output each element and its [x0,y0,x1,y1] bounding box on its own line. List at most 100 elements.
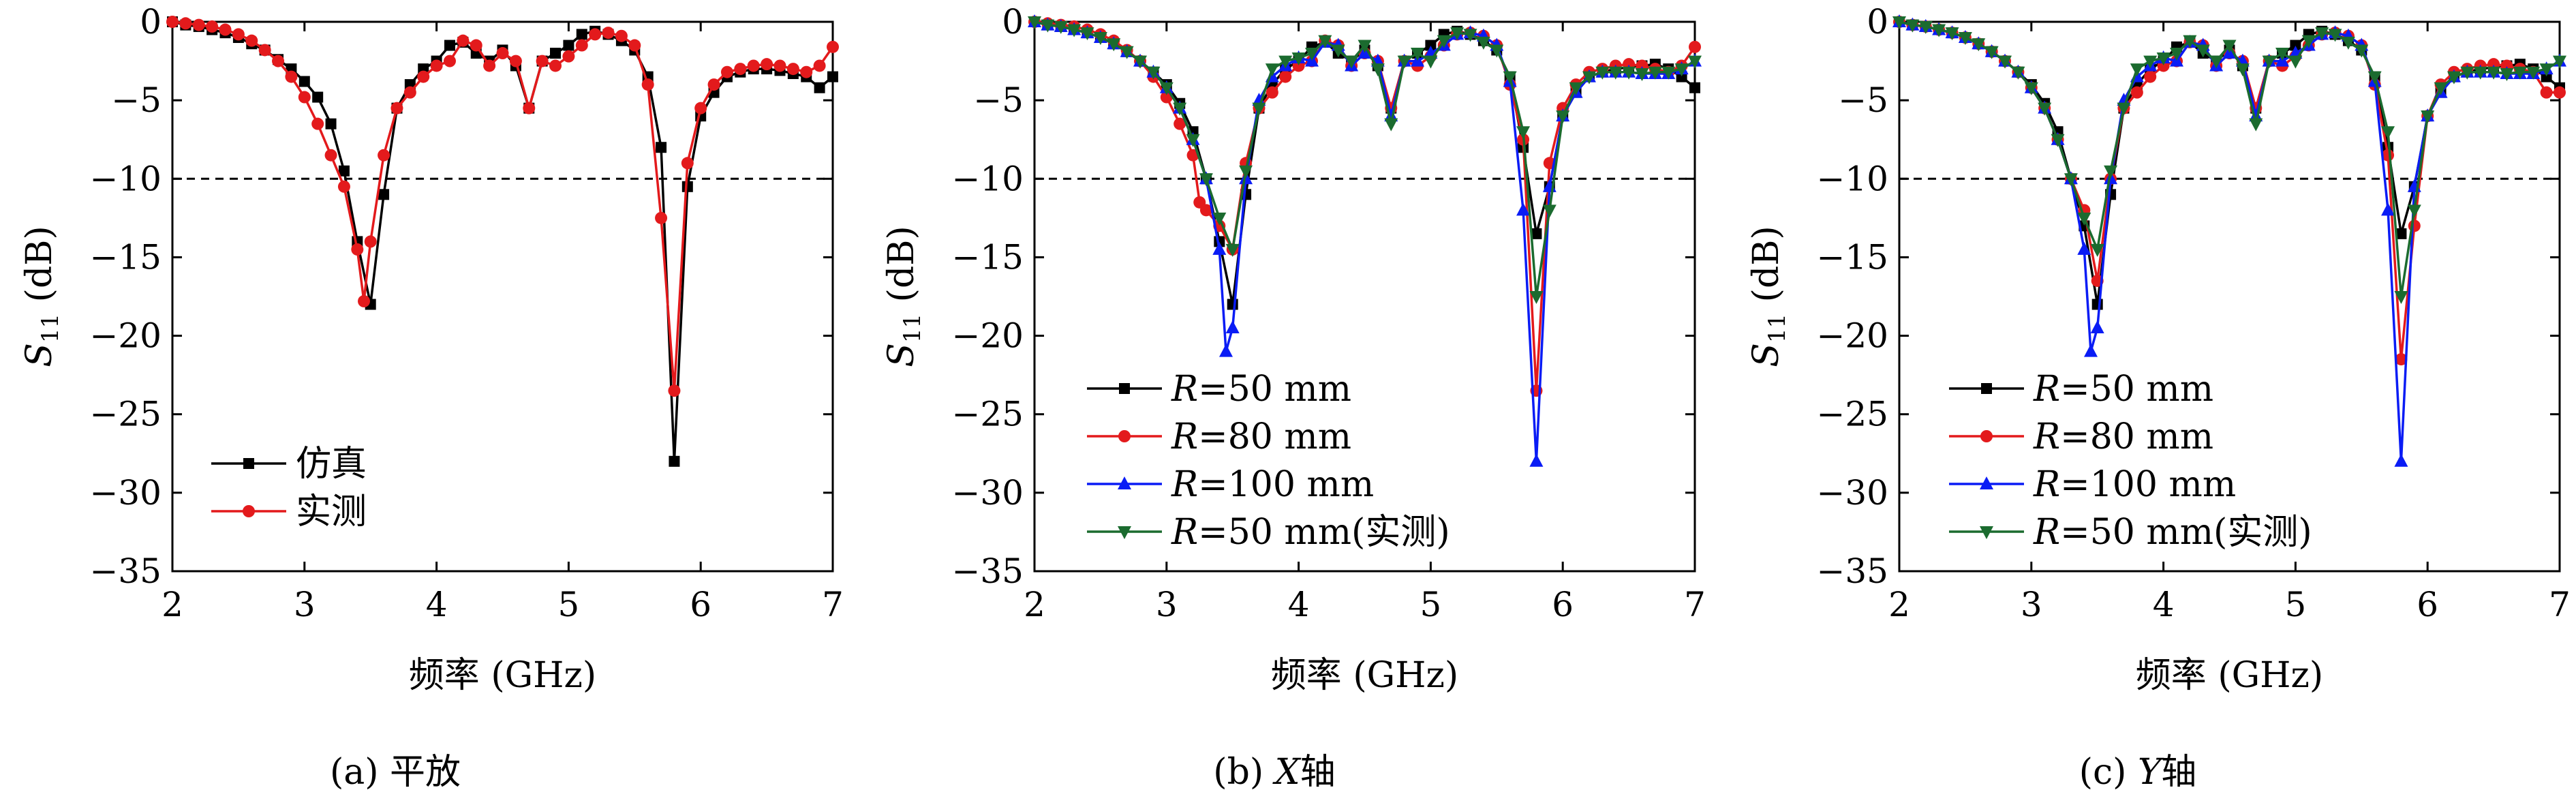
data-point [1503,71,1517,85]
legend-item-1: R=50 mm [1949,369,2213,410]
data-point [1998,55,2012,69]
panel-caption: (c) Y轴 [2079,752,2197,793]
data-point [2395,353,2408,366]
data-point [2540,86,2553,99]
data-point [1120,46,1134,59]
legend-marker [1118,430,1131,442]
data-point [1265,63,1279,77]
data-point [2407,204,2421,218]
y-tick-label: −20 [89,316,162,356]
legend-item-1: 仿真 [211,444,367,485]
data-point [1437,35,1451,48]
legend-item-3: R=100 mm [1949,464,2236,505]
y-tick-label: −20 [951,316,1024,356]
data-point [2038,102,2052,116]
plot-frame [1898,20,2561,573]
data-point [1595,66,1610,80]
data-point [232,28,245,41]
data-point [2024,82,2038,95]
data-point [575,39,588,52]
plot-frame [1033,20,1696,573]
legend-item-1: R=50 mm [1087,369,1351,410]
data-point [2077,212,2091,226]
data-point [549,59,562,72]
data-point [1411,48,1425,61]
series-line [172,20,834,392]
data-point [2130,63,2144,77]
legend-label: R=80 mm [2033,416,2213,457]
y-tick-label: −15 [951,237,1024,277]
x-tick-label: 6 [1552,585,1574,624]
x-tick-label: 7 [822,585,844,624]
data-point [2091,299,2103,310]
panel-caption: (b) X轴 [1213,752,1335,793]
data-point [2117,93,2131,106]
data-point [656,142,667,153]
data-point [1227,299,1238,310]
data-point [1212,212,1227,226]
data-point [470,39,482,52]
data-point [206,20,219,33]
x-tick-label: 6 [690,585,711,624]
data-point [2196,44,2210,58]
chart-panel-1: 2 3 4 5 6 7 0 −5 −10 −15 −20 −25 −30 −35 频率 (GHz) S11 (… [19,2,844,793]
y-tick-label: −10 [1816,159,1888,198]
y-tick-label: −30 [1816,473,1888,513]
data-point [2290,40,2301,51]
x-tick-label: 4 [1288,585,1310,624]
y-tick-label: 0 [1002,2,1024,42]
data-point [324,149,337,162]
legend: R=50 mm R=80 mm R=100 mm R=50 mm(实测) [1087,369,1450,553]
data-point [358,294,371,307]
data-point [1582,71,1596,85]
data-point [2064,173,2078,187]
data-point [1266,86,1278,99]
data-point [641,78,654,91]
data-point [444,40,455,51]
legend-marker [1980,430,1993,442]
x-tick-label: 5 [1420,585,1441,624]
data-point [1450,27,1465,41]
data-point [1542,204,1557,218]
y-tick-label: 0 [140,2,162,42]
data-point [1318,35,1332,48]
x-axis-label: 频率 (GHz) [1271,655,1458,696]
data-point [814,82,825,93]
data-point [2209,55,2224,69]
data-point [1648,66,1662,80]
data-point [1463,29,1477,42]
chart-panel-2: 2 3 4 5 6 7 0 −5 −10 −15 −20 −25 −30 −35 频率 (GHz) S11 (… [881,2,1706,793]
data-point [1688,55,1702,69]
data-point [1225,243,1240,257]
data-point [2341,36,2355,50]
legend-item-2: 实测 [211,491,367,532]
data-point [1239,165,1253,179]
legend-label: 仿真 [296,444,367,485]
data-point [1219,344,1233,357]
data-point [523,102,536,115]
legend-marker [1118,476,1131,489]
data-point [2262,55,2276,69]
data-point [1212,241,1227,255]
data-point [786,63,799,76]
legend-item-2: R=80 mm [1949,416,2213,457]
x-tick-label: 2 [162,585,183,624]
data-point [1186,134,1200,147]
data-point [430,59,443,72]
x-tick-label: 5 [557,585,579,624]
legend-item-2: R=80 mm [1087,416,1351,457]
x-tick-label: 3 [1156,585,1178,624]
data-point [827,40,839,53]
data-point [1225,320,1240,334]
y-tick-label: −30 [89,473,162,513]
data-point [1107,38,1121,52]
data-point [563,40,574,51]
legend-marker [243,505,255,517]
data-point [2235,63,2250,77]
data-point [2381,202,2395,216]
y-tick-label: −10 [951,159,1024,198]
data-point [2394,453,2408,467]
data-point [562,50,575,63]
legend-label: R=100 mm [1171,464,1374,505]
